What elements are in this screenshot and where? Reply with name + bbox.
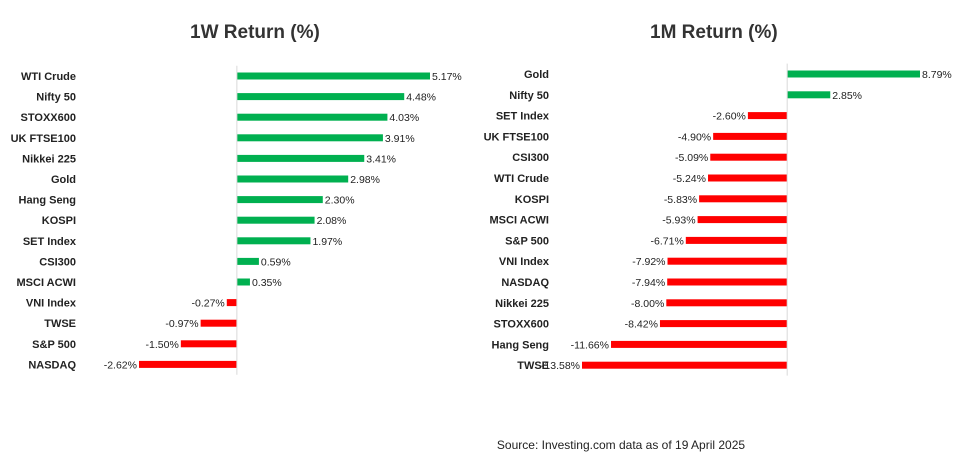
bar bbox=[200, 319, 237, 327]
value-label: -7.92% bbox=[632, 256, 665, 268]
category-label: TWSE bbox=[44, 318, 76, 330]
value-label: 1.97% bbox=[312, 236, 342, 248]
category-label: S&P 500 bbox=[505, 235, 549, 247]
value-label: 5.17% bbox=[432, 71, 462, 83]
value-label: -6.71% bbox=[651, 235, 684, 247]
value-label: -5.09% bbox=[675, 152, 708, 164]
bar bbox=[787, 91, 831, 99]
chart-1w-return: 1W Return (%) WTI Crude 5.17% Nifty 50 4.48… bbox=[0, 0, 478, 420]
bar bbox=[747, 112, 788, 120]
category-label: Gold bbox=[51, 174, 76, 186]
chart-1m-return: 1M Return (%) Gold 8.79% Nifty 50 2.85% SET … bbox=[478, 0, 956, 420]
bar bbox=[667, 257, 788, 265]
bar bbox=[236, 237, 311, 245]
bar bbox=[659, 320, 788, 328]
chart-1m-svg: Gold 8.79% Nifty 50 2.85% SET Index -2.60% UK … bbox=[484, 63, 952, 376]
bar bbox=[236, 196, 323, 204]
value-label: 2.98% bbox=[350, 174, 380, 186]
value-label: -5.83% bbox=[664, 194, 697, 206]
category-label: TWSE bbox=[517, 360, 549, 372]
category-label: Nifty 50 bbox=[36, 92, 76, 104]
category-label: Gold bbox=[524, 69, 549, 81]
value-label: 2.85% bbox=[832, 90, 862, 102]
bar bbox=[713, 132, 788, 140]
chart-1w-svg: WTI Crude 5.17% Nifty 50 4.48% STOXX600 4.03%… bbox=[11, 65, 462, 375]
bar bbox=[236, 93, 405, 101]
category-label: Hang Seng bbox=[19, 195, 76, 207]
value-label: 0.35% bbox=[252, 277, 282, 289]
bar bbox=[699, 195, 788, 203]
category-label: SET Index bbox=[496, 111, 550, 123]
value-label: 3.41% bbox=[366, 153, 396, 165]
bar bbox=[236, 278, 250, 286]
bar bbox=[697, 216, 788, 224]
category-label: STOXX600 bbox=[21, 112, 76, 124]
source-text: Source: Investing.com data as of 19 Apri… bbox=[496, 438, 746, 452]
value-label: 0.59% bbox=[261, 256, 291, 268]
bar bbox=[685, 236, 788, 244]
bar bbox=[710, 153, 788, 161]
value-label: -7.94% bbox=[632, 277, 665, 289]
value-label: -13.58% bbox=[541, 360, 580, 372]
category-label: S&P 500 bbox=[32, 339, 76, 351]
value-label: 3.91% bbox=[385, 133, 415, 145]
bar bbox=[582, 361, 788, 369]
bar bbox=[236, 134, 383, 142]
category-label: Nifty 50 bbox=[509, 90, 549, 102]
category-label: VNI Index bbox=[26, 298, 77, 310]
chart-title: 1W Return (%) bbox=[190, 22, 320, 43]
category-label: STOXX600 bbox=[494, 319, 549, 331]
bar bbox=[236, 257, 259, 265]
bar bbox=[236, 154, 365, 162]
category-label: Nikkei 225 bbox=[22, 153, 76, 165]
category-label: MSCI ACWI bbox=[490, 215, 549, 227]
category-label: WTI Crude bbox=[494, 173, 549, 185]
category-label: WTI Crude bbox=[21, 71, 76, 83]
category-label: CSI300 bbox=[512, 152, 549, 164]
value-label: -0.27% bbox=[192, 298, 225, 310]
value-label: 4.03% bbox=[389, 112, 419, 124]
value-label: -11.66% bbox=[571, 339, 609, 351]
value-label: 2.30% bbox=[325, 195, 355, 207]
category-label: VNI Index bbox=[499, 256, 550, 268]
category-label: KOSPI bbox=[515, 194, 549, 206]
bar bbox=[787, 70, 920, 78]
category-label: KOSPI bbox=[42, 215, 76, 227]
category-label: NASDAQ bbox=[501, 277, 549, 289]
bar bbox=[139, 360, 237, 368]
bar bbox=[236, 72, 430, 80]
category-label: UK FTSE100 bbox=[11, 133, 76, 145]
source-note: Source: Investing.com data as of 19 Apri… bbox=[0, 438, 956, 452]
value-label: -2.62% bbox=[104, 359, 137, 371]
chart-title: 1M Return (%) bbox=[650, 22, 778, 43]
bar bbox=[666, 299, 788, 307]
bar bbox=[226, 299, 237, 307]
category-label: Hang Seng bbox=[492, 339, 549, 351]
value-label: -5.93% bbox=[662, 215, 695, 227]
value-label: -4.90% bbox=[678, 131, 711, 143]
bar bbox=[611, 340, 788, 348]
value-label: 4.48% bbox=[406, 92, 436, 104]
category-label: UK FTSE100 bbox=[484, 131, 549, 143]
value-label: 8.79% bbox=[922, 69, 952, 81]
category-label: SET Index bbox=[23, 236, 77, 248]
bar bbox=[180, 340, 237, 348]
bar bbox=[667, 278, 788, 286]
category-label: MSCI ACWI bbox=[17, 277, 76, 289]
category-label: CSI300 bbox=[39, 256, 76, 268]
value-label: -2.60% bbox=[713, 111, 746, 123]
bar bbox=[236, 175, 349, 183]
value-label: -0.97% bbox=[165, 318, 198, 330]
value-label: -1.50% bbox=[146, 339, 179, 351]
value-label: 2.08% bbox=[317, 215, 347, 227]
value-label: -5.24% bbox=[673, 173, 706, 185]
value-label: -8.42% bbox=[625, 319, 658, 331]
category-label: Nikkei 225 bbox=[495, 298, 549, 310]
bar bbox=[708, 174, 788, 182]
value-label: -8.00% bbox=[631, 298, 664, 310]
bar bbox=[236, 216, 315, 224]
bar bbox=[236, 113, 388, 121]
category-label: NASDAQ bbox=[28, 359, 76, 371]
